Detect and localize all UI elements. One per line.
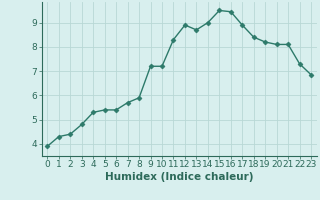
X-axis label: Humidex (Indice chaleur): Humidex (Indice chaleur) bbox=[105, 172, 253, 182]
